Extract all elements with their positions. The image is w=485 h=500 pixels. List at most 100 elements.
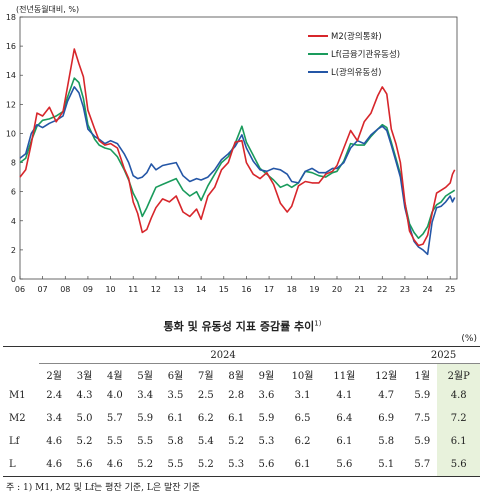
month-header: 7월 [198,370,214,382]
table-cell: 3.6 [258,390,275,401]
table-cell: 5.8 [167,436,184,447]
legend: M2(광의통화) Lf(금융기관유동성) L(광의유동성) [308,31,400,78]
x-tick-label: 19 [309,285,319,294]
table-cell: 4.6 [46,436,63,447]
month-header: 11월 [333,370,356,382]
table-cell: 5.5 [160,453,191,477]
x-tick-label: 14 [196,285,206,294]
table-cell: 5.9 [137,413,154,424]
table-cell: 5.6 [69,453,100,477]
table-cell: 4.6 [99,453,130,477]
table-cell: 5.6 [323,453,366,477]
table-row: Lf 4.6 5.2 5.5 5.5 5.8 5.4 5.2 5.3 6.2 6.1 5.8 5.9 6.… [3,430,480,453]
month-header: 3월 [76,370,93,382]
x-tick-label: 20 [332,285,342,294]
x-tick-label: 13 [173,285,183,294]
x-tick-label: 11 [128,285,138,294]
plot-frame [19,16,458,280]
table-cell: 4.0 [106,390,123,401]
table-cell: 5.5 [137,436,154,447]
x-tick-label: 08 [60,285,70,294]
legend-label: L(광의유동성) [331,67,381,78]
table-cell: 4.7 [378,390,395,401]
data-table: 2024 2025 2월 3월 4월 5월 6월 7월 8월 9월 10월 11월 12월 1월 2월P… [3,346,480,477]
x-tick-label: 21 [355,285,365,294]
x-tick-label: 17 [264,285,274,294]
x-tick-label: 22 [377,285,387,294]
table-cell: 6.9 [378,413,395,424]
legend-label: Lf(금융기관유동성) [331,49,400,60]
x-tick-label: 24 [422,285,432,294]
y-tick-label: 10 [6,129,16,138]
y-tick-label: 0 [11,275,16,284]
table-cell: 3.4 [46,413,63,424]
month-header: 9월 [258,370,275,382]
month-header: 12월 [375,370,398,382]
row-label: M2 [9,413,26,424]
y-tick-label: 14 [6,71,16,80]
table-title-text: 통화 및 유동성 지표 증감률 추이 [163,320,315,333]
table-cell: 2.4 [46,390,63,401]
x-tick-label: 12 [151,285,161,294]
table-title-note: 1) [314,319,322,328]
y-tick-label: 4 [11,217,16,226]
year-2025-header: 2025 [407,346,480,364]
table-cell: 5.9 [258,413,275,424]
y-tick-label: 6 [11,188,16,197]
table-cell: 3.4 [137,390,154,401]
table-cell: 5.2 [129,453,161,477]
table-cell: 5.9 [414,390,431,401]
table-cell: 7.2 [437,407,480,430]
table-cell: 6.1 [228,413,245,424]
x-tick-label: 10 [105,285,115,294]
series-line-1 [19,77,456,239]
table-cell: 5.3 [258,436,275,447]
table-cell: 6.2 [294,436,311,447]
chart-unit-label: (전년동월대비, %) [16,4,79,14]
table-cell: 5.8 [378,436,395,447]
table-cell: 2.5 [197,390,214,401]
table-row: M1 2.4 4.3 4.0 3.4 3.5 2.5 2.8 3.6 3.1 4.1 4.7 5.9 4.… [3,384,480,407]
table-cell: 6.1 [437,430,480,453]
table-cell: 5.7 [407,453,438,477]
table-cell: 6.4 [336,413,353,424]
table-cell: 5.2 [76,436,93,447]
table-cell: 4.6 [39,453,70,477]
month-header: 4월 [107,370,123,382]
table-cell: 3.1 [294,390,311,401]
table-title: 통화 및 유동성 지표 증감률 추이1) [0,318,485,334]
month-header: 2월P [437,363,480,384]
table-cell: 5.9 [414,436,431,447]
table-cell: 5.2 [190,453,221,477]
table-unit: (%) [461,334,477,344]
month-header: 8월 [228,370,244,382]
table-cell: 6.1 [167,413,184,424]
table-month-row: 2월 3월 4월 5월 6월 7월 8월 9월 10월 11월 12월 1월 2월P [3,363,480,385]
table-cell: 4.3 [76,390,93,401]
y-tick-label: 12 [6,100,16,109]
month-header: 1월 [414,370,431,382]
table-corner-month [3,364,39,385]
table-row: M2 3.4 5.0 5.7 5.9 6.1 6.2 6.1 5.9 6.5 6.4 6.9 7.5 7.… [3,407,480,430]
legend-label: M2(광의통화) [331,31,382,42]
x-tick-label: 15 [219,285,229,294]
footnote: 주 : 1) M1, M2 및 Lf는 평잔 기준, L은 말잔 기준 [6,483,200,493]
y-tick-label: 8 [11,159,16,168]
x-tick-label: 25 [445,285,455,294]
table-cell: 6.1 [336,436,353,447]
table-cell: 5.1 [365,453,408,477]
row-label: M1 [9,390,26,401]
table-corner [3,346,39,364]
month-header: 5월 [137,370,153,382]
table-cell: 6.2 [197,413,214,424]
y-tick-label: 16 [6,42,16,51]
table-cell: 5.7 [106,413,123,424]
table-cell: 5.4 [197,436,214,447]
table-cell: 4.1 [336,390,353,401]
month-header: 6월 [167,370,184,382]
table-cell: 2.8 [228,390,245,401]
x-tick-label: 18 [287,285,297,294]
month-header: 10월 [291,370,314,382]
table-cell: 5.6 [251,453,282,477]
